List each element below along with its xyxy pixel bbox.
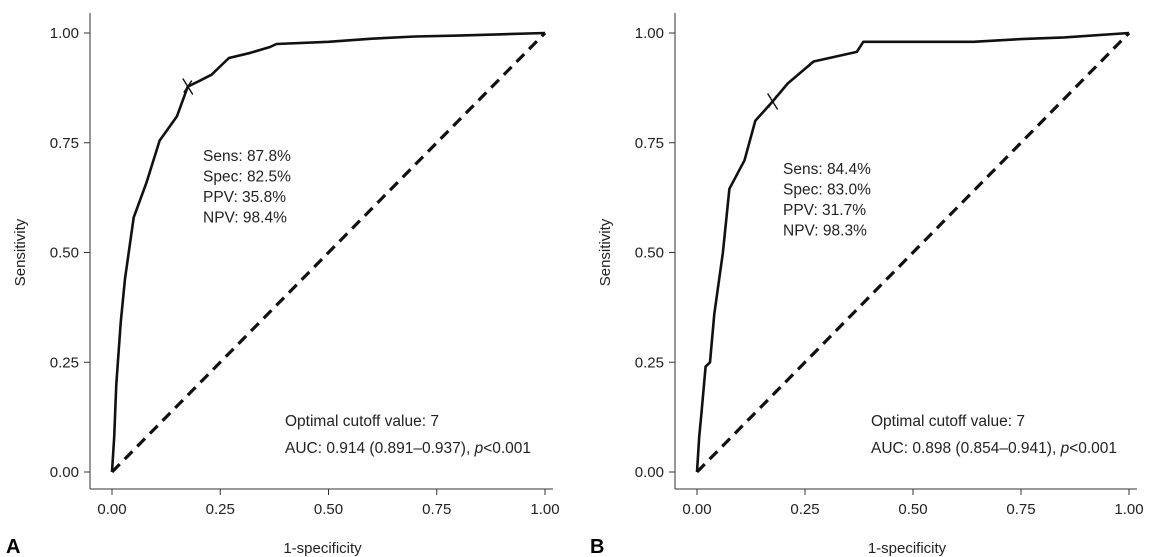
reference-diagonal-line bbox=[695, 31, 1131, 474]
x-tick-label: 0.00 bbox=[97, 501, 126, 518]
x-axis-title: 1-specificity bbox=[868, 540, 947, 557]
annotation-line: Sens: 87.8% bbox=[203, 148, 291, 165]
annotation-line: NPV: 98.3% bbox=[783, 223, 867, 240]
annotation-line: PPV: 31.7% bbox=[783, 202, 866, 219]
optimal-cutoff-label: Optimal cutoff value: 7 bbox=[285, 413, 439, 430]
y-tick-label: 1.00 bbox=[635, 25, 664, 42]
y-tick-label: 0.75 bbox=[50, 135, 79, 152]
chart-panel-b: 0.00 0.25 0.50 0.75 1.00 0.00 0.25 0.50 0.75 1.00… bbox=[590, 13, 1144, 557]
x-tick-label: 0.50 bbox=[898, 501, 927, 518]
x-tick-label: 0.00 bbox=[682, 501, 711, 518]
x-tick-label: 0.75 bbox=[1006, 501, 1035, 518]
roc-curve-line bbox=[695, 31, 1130, 473]
y-axis-title: Sensitivity bbox=[597, 218, 614, 286]
optimal-cutoff-label: Optimal cutoff value: 7 bbox=[871, 413, 1025, 430]
x-tick-label: 1.00 bbox=[530, 501, 559, 518]
y-axis-title: Sensitivity bbox=[12, 218, 29, 286]
auc-label: AUC: 0.914 (0.891–0.937), p<0.001 bbox=[285, 440, 531, 457]
x-axis-title: 1-specificity bbox=[283, 540, 362, 557]
annotation-line: PPV: 35.8% bbox=[203, 189, 286, 206]
x-tick-label: 1.00 bbox=[1114, 501, 1143, 518]
annotation-line: NPV: 98.4% bbox=[203, 210, 287, 227]
annotation-line: Spec: 83.0% bbox=[783, 182, 871, 199]
y-tick-label: 0.50 bbox=[50, 245, 79, 262]
y-tick-label: 0.00 bbox=[635, 464, 664, 481]
x-tick-label: 0.75 bbox=[422, 501, 451, 518]
cutoff-marker bbox=[768, 95, 778, 108]
x-tick-label: 0.50 bbox=[314, 501, 343, 518]
y-tick-label: 1.00 bbox=[50, 25, 79, 42]
y-tick-label: 0.25 bbox=[50, 354, 79, 371]
panel-label: B bbox=[590, 536, 604, 557]
y-tick-label: 0.25 bbox=[635, 354, 664, 371]
roc-curve-line bbox=[110, 31, 546, 473]
cutoff-marker bbox=[183, 80, 193, 93]
auc-label: AUC: 0.898 (0.854–0.941), p<0.001 bbox=[871, 440, 1117, 457]
x-tick-label: 0.25 bbox=[206, 501, 235, 518]
y-tick-label: 0.00 bbox=[50, 464, 79, 481]
panel-label: A bbox=[6, 536, 20, 557]
annotation-line: Sens: 84.4% bbox=[783, 161, 871, 178]
annotation-line: Spec: 82.5% bbox=[203, 169, 291, 186]
reference-diagonal-line bbox=[110, 31, 547, 474]
y-tick-label: 0.75 bbox=[635, 135, 664, 152]
chart-panel-a: 0.00 0.25 0.50 0.75 1.00 0.00 0.25 0.50 0.75 1.00… bbox=[6, 13, 560, 557]
x-tick-label: 0.25 bbox=[790, 501, 819, 518]
y-tick-label: 0.50 bbox=[635, 245, 664, 262]
